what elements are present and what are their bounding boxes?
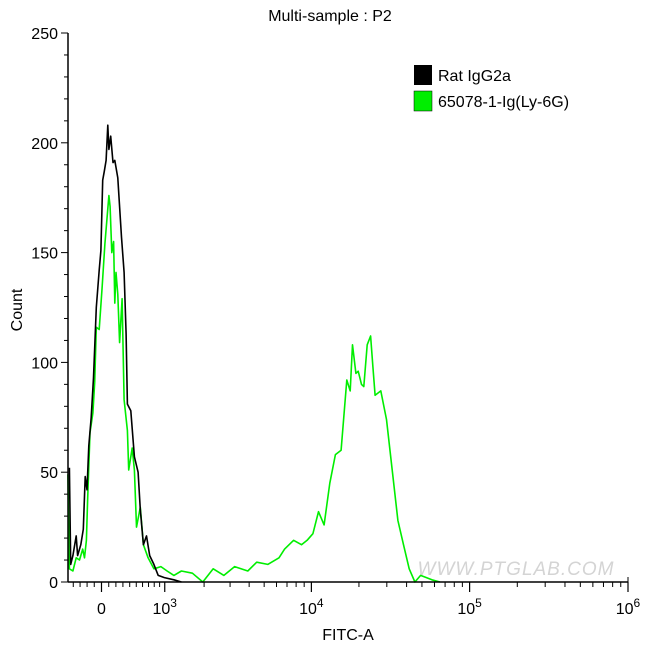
x-tick-label: 103 bbox=[153, 596, 178, 618]
x-tick-base: 10 bbox=[153, 601, 171, 618]
y-tick-label: 200 bbox=[31, 136, 58, 153]
x-tick-base: 0 bbox=[97, 601, 106, 618]
legend-swatch-rat-igg2a bbox=[414, 65, 432, 85]
legend-label-ly6g: 65078-1-Ig(Ly-6G) bbox=[438, 94, 569, 111]
chart-title: Multi-sample : P2 bbox=[268, 8, 392, 25]
x-tick-label: 105 bbox=[457, 596, 482, 618]
x-tick-base: 10 bbox=[299, 601, 317, 618]
watermark: WWW.PTGLAB.COM bbox=[418, 559, 615, 580]
x-tick-exponent: 5 bbox=[475, 596, 482, 610]
y-tick-label: 50 bbox=[40, 465, 58, 482]
series-layer bbox=[67, 124, 441, 583]
legend: Rat IgG2a 65078-1-Ig(Ly-6G) bbox=[413, 65, 569, 112]
legend-swatch-ly6g bbox=[413, 90, 433, 112]
x-tick-label: 104 bbox=[299, 596, 324, 618]
x-tick-base: 10 bbox=[616, 601, 634, 618]
y-tick-label: 250 bbox=[31, 26, 58, 43]
x-tick-base: 10 bbox=[457, 601, 475, 618]
y-tick-label: 150 bbox=[31, 246, 58, 263]
y-axis-label: Count bbox=[9, 288, 26, 331]
series-line-0 bbox=[68, 124, 182, 583]
x-tick-label: 106 bbox=[616, 596, 641, 618]
y-tick-label: 100 bbox=[31, 355, 58, 372]
x-tick-label: 0 bbox=[97, 601, 106, 618]
x-axis-label: FITC-A bbox=[322, 627, 374, 644]
series-line-1 bbox=[67, 194, 441, 583]
y-tick-label: 0 bbox=[49, 575, 58, 592]
x-tick-exponent: 4 bbox=[317, 596, 324, 610]
x-tick-exponent: 6 bbox=[634, 596, 641, 610]
legend-label-rat-igg2a: Rat IgG2a bbox=[438, 68, 511, 85]
x-tick-exponent: 3 bbox=[170, 596, 177, 610]
